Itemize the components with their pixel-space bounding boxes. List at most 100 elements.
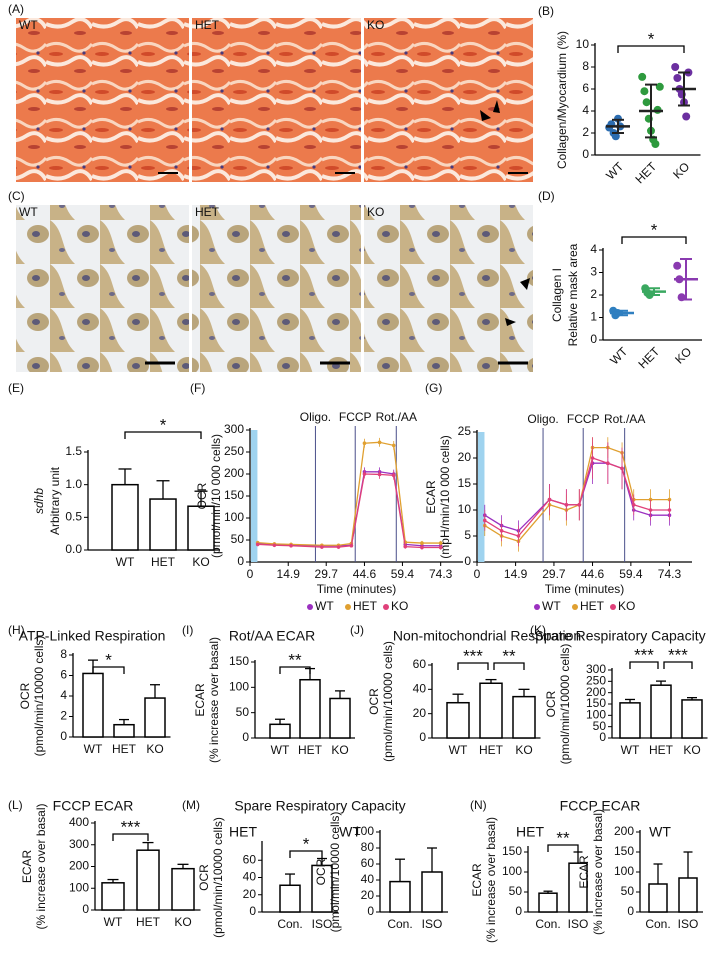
panel-label: (A) [8,2,24,16]
data-point [642,98,651,107]
data-point [651,140,660,148]
legend-marker [383,604,389,610]
significance-bracket [457,662,489,670]
arrowheads [480,100,500,121]
y-axis-label: OCR [197,864,211,891]
y-tick-label: 100 [502,864,522,878]
x-tick-label: ISO [422,917,443,931]
chart-subtitle: HET [229,824,257,840]
panel-label: (H) [8,623,25,637]
data-point [482,518,487,523]
x-tick-label: Con. [535,917,560,931]
micrograph [192,18,361,182]
bar [568,862,588,913]
y-axis-label: OCR [18,682,32,709]
image-label: WT [19,205,38,219]
y-tick-label: 300 [586,662,606,676]
y-tick-label: 60 [413,657,427,671]
data-point [289,543,293,548]
data-point [403,544,408,549]
y-tick-label: 150 [502,844,522,858]
significance-bracket [629,661,659,669]
data-point [606,461,610,466]
panel-label: (C) [8,189,25,203]
x-tick-label: 44.6 [353,567,377,581]
micrograph [16,205,189,372]
significance-bracket [92,666,125,674]
y-tick-label: 40 [361,872,375,886]
panel-label: (K) [530,623,546,637]
y-tick-label: 0.5 [65,510,82,524]
y-tick-label: 2 [582,125,589,139]
y-tick-label: 0 [249,904,256,918]
bar [512,695,536,739]
x-tick-label: HET [136,915,161,929]
significance-label: *** [121,817,141,836]
x-tick-label: ISO [678,917,699,931]
y-axis-label: OCR [544,690,558,717]
x-tick-label: 74.3 [658,567,682,581]
x-tick-label: 0 [474,567,481,581]
annotation: FCCP [567,412,600,426]
y-tick-label: 4 [590,242,597,256]
bar [279,884,301,913]
x-tick-label: HET [151,555,176,569]
y-tick-label: 100 [354,824,374,838]
y-tick-label: 100 [229,680,249,694]
y-axis-label: Relative mask area [566,243,580,346]
data-point [362,441,367,446]
x-tick-label: 59.4 [391,567,415,581]
x-tick-label: 14.9 [277,567,301,581]
y-axis-label: (pmol/min/10000 cells) [328,812,342,933]
bar [329,697,351,739]
x-tick-label: Con. [645,917,670,931]
y-tick-label: 15 [458,476,472,490]
y-tick-label: 300 [224,422,244,436]
y-tick-label: 0 [242,730,249,744]
image-label: HET [195,18,220,32]
significance-bracket [547,844,579,852]
y-tick-label: 10 [576,37,590,51]
y-tick-label: 250 [224,444,244,458]
panel-label: (D) [538,189,555,203]
bar [149,498,177,551]
x-tick-label: ISO [568,917,589,931]
chart-title: Non-mitochondrial Respiration [393,628,581,644]
bar [421,871,443,913]
legend-label: HET [580,599,605,613]
significance-bracket [621,236,687,244]
y-tick-label: 0 [60,729,67,743]
data-point [255,542,260,547]
y-tick-label: 2 [60,709,67,723]
legend-label: KO [391,599,408,613]
y-tick-label: 80 [361,840,375,854]
legend-marker [345,604,351,610]
chart-title: FCCP ECAR [560,798,641,814]
data-point [577,503,582,507]
y-tick-label: 1.5 [65,444,82,458]
bar [187,505,215,551]
x-tick-label: 59.4 [619,567,643,581]
bar [171,867,195,911]
y-tick-label: 150 [229,654,249,668]
data-point [620,466,624,471]
bar [113,723,135,738]
shaded-range [478,432,485,562]
data-point [438,545,443,550]
x-tick-label: HET [479,743,504,757]
data-point [516,534,521,538]
x-tick-label: 44.6 [581,567,605,581]
bar [538,892,558,913]
data-point [336,545,341,549]
y-tick-label: 100 [224,510,244,524]
image-label: KO [367,18,384,32]
data-point [682,112,691,121]
significance-bracket [617,45,685,53]
y-axis-label: Collagen/Myocardium (%) [555,31,569,169]
y-tick-label: 150 [224,488,244,502]
micrograph [364,205,533,372]
x-tick-label: KO [192,555,209,569]
y-axis-label: ECAR [424,480,438,514]
bar [619,702,641,739]
data-point [648,508,653,512]
